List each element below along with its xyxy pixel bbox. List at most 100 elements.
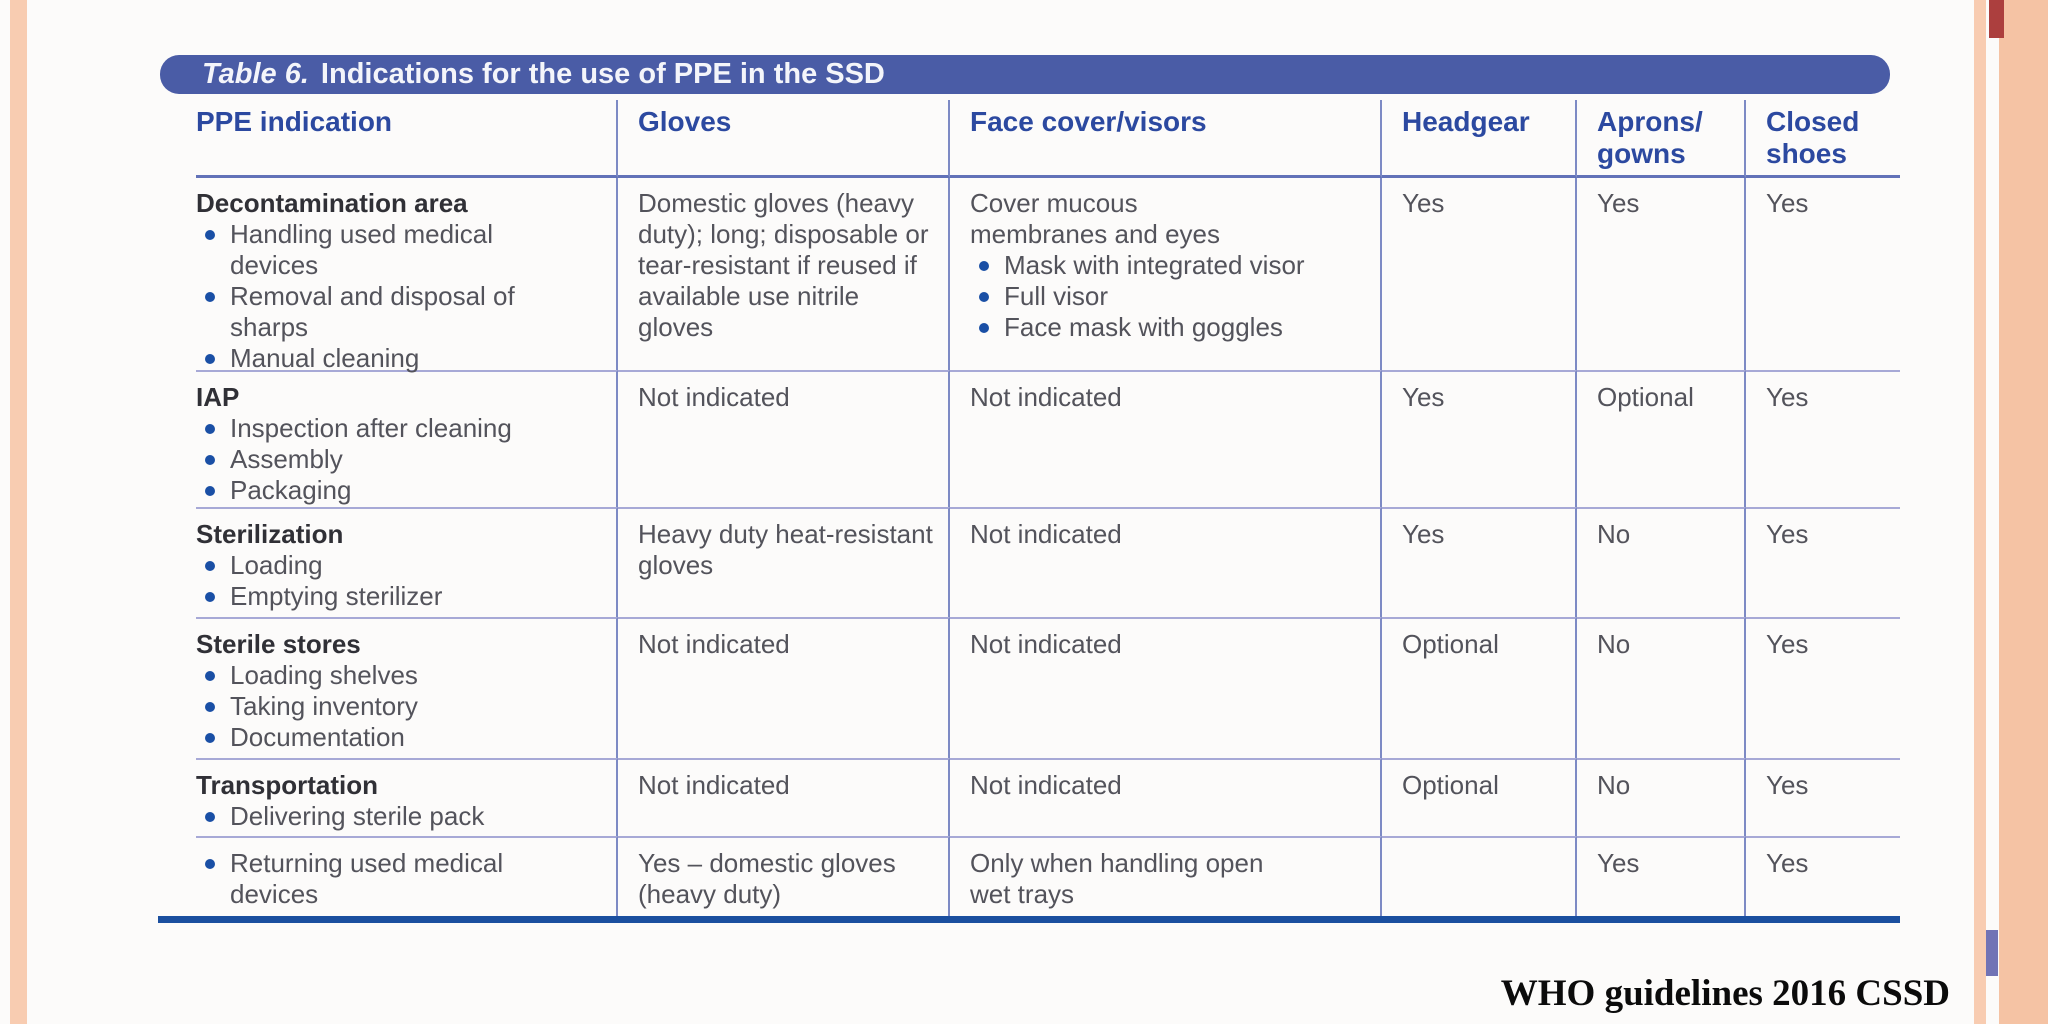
cell-decontamination-headgear: Yes	[1382, 178, 1577, 370]
cell-text: Yes	[1402, 382, 1445, 412]
cell-text: Yes	[1766, 770, 1809, 800]
bullet-item: Full visor	[970, 281, 1372, 312]
bullet-item: Face mask with goggles	[970, 312, 1372, 343]
cell-text: Yes	[1402, 519, 1445, 549]
cell-returning-headgear	[1382, 836, 1577, 919]
cell-sterile-stores-aprons: No	[1577, 617, 1746, 758]
cell-iap-aprons: Optional	[1577, 370, 1746, 507]
bullet-item: Loading shelves	[196, 660, 582, 691]
cell-returning-face: Only when handling open wet trays	[950, 836, 1382, 919]
cell-text: No	[1597, 770, 1631, 800]
cell-sterile-stores-headgear: Optional	[1382, 617, 1577, 758]
right-edge-strip-thin	[1974, 0, 1986, 1024]
cell-text: Optional	[1597, 382, 1694, 412]
column-header-label: Face cover/visors	[970, 106, 1207, 137]
bottom-right-corner-mark	[1986, 930, 1998, 976]
row-title: Transportation	[196, 770, 379, 800]
column-header-face-cover: Face cover/visors	[950, 100, 1382, 178]
table-bottom-rule	[158, 916, 1900, 923]
cell-text: Cover mucous membranes and eyes	[970, 188, 1221, 249]
bullet-item: Manual cleaning	[196, 343, 582, 374]
left-edge-strip	[10, 0, 27, 1024]
cell-text: Optional	[1402, 629, 1499, 659]
bullet-item: Inspection after cleaning	[196, 413, 582, 444]
indication-bullet-list: Loading shelves Taking inventory Documen…	[196, 660, 582, 753]
indication-bullet-list: Delivering sterile pack	[196, 801, 582, 832]
bullet-item: Taking inventory	[196, 691, 582, 722]
cell-transportation-aprons: No	[1577, 758, 1746, 836]
column-header-label: Aprons/	[1597, 106, 1703, 137]
cell-decontamination-indication: Decontamination area Handling used medic…	[196, 178, 618, 373]
column-header-label: Closed	[1766, 106, 1860, 137]
cell-text: Not indicated	[638, 770, 790, 800]
column-header-gloves: Gloves	[618, 100, 950, 178]
column-header-label: PPE indication	[196, 106, 393, 137]
cell-transportation-face: Not indicated	[950, 758, 1382, 836]
cell-text: No	[1597, 519, 1631, 549]
cell-iap-face: Not indicated	[950, 370, 1382, 507]
cell-returning-aprons: Yes	[1577, 836, 1746, 919]
cell-transportation-indication: Transportation Delivering sterile pack	[196, 758, 618, 836]
column-header-closed-shoes: Closed shoes	[1746, 100, 1900, 178]
cell-text: No	[1597, 629, 1631, 659]
bullet-item: Returning used medical devices	[196, 848, 582, 910]
column-header-label: gowns	[1597, 138, 1686, 169]
table-title-prefix: Table 6.	[202, 58, 309, 90]
cell-iap-gloves: Not indicated	[618, 370, 950, 507]
cell-text: Yes	[1766, 848, 1809, 878]
cell-sterilization-aprons: No	[1577, 507, 1746, 617]
cell-text: Yes	[1766, 629, 1809, 659]
column-header-label: Headgear	[1402, 106, 1530, 137]
cell-text: Heavy duty heat-resistant gloves	[638, 519, 933, 580]
cell-returning-shoes: Yes	[1746, 836, 1900, 919]
cell-text: Yes	[1766, 382, 1809, 412]
cell-sterilization-gloves: Heavy duty heat-resistant gloves	[618, 507, 950, 617]
cell-sterilization-shoes: Yes	[1746, 507, 1900, 617]
cell-transportation-headgear: Optional	[1382, 758, 1577, 836]
table-title-bar: Table 6. Indications for the use of PPE i…	[160, 55, 1890, 94]
cell-transportation-gloves: Not indicated	[618, 758, 950, 836]
cell-text: Domestic gloves (heavy duty); long; disp…	[638, 188, 929, 342]
cell-text: Optional	[1402, 770, 1499, 800]
indication-bullet-list: Handling used medical devices Removal an…	[196, 219, 582, 374]
cell-returning-gloves: Yes – domestic gloves (heavy duty)	[618, 836, 950, 919]
cell-text: Yes – domestic gloves (heavy duty)	[638, 848, 896, 909]
cell-transportation-shoes: Yes	[1746, 758, 1900, 836]
bullet-item: Packaging	[196, 475, 582, 506]
cell-decontamination-gloves: Domestic gloves (heavy duty); long; disp…	[618, 178, 950, 370]
cell-iap-indication: IAP Inspection after cleaning Assembly P…	[196, 370, 618, 507]
row-title: Sterile stores	[196, 629, 361, 659]
cell-iap-headgear: Yes	[1382, 370, 1577, 507]
cell-sterilization-indication: Sterilization Loading Emptying sterilize…	[196, 507, 618, 617]
source-credit: WHO guidelines 2016 CSSD	[1500, 973, 1950, 1014]
column-header-ppe-indication: PPE indication	[196, 100, 618, 178]
cell-sterile-stores-shoes: Yes	[1746, 617, 1900, 758]
column-header-label: Gloves	[638, 106, 732, 137]
indication-bullet-list: Loading Emptying sterilizer	[196, 550, 582, 612]
cell-text: Only when handling open wet trays	[970, 848, 1264, 909]
column-header-headgear: Headgear	[1382, 100, 1577, 178]
column-header-label: shoes	[1766, 138, 1847, 169]
row-title: Sterilization	[196, 519, 344, 549]
cell-text: Not indicated	[970, 629, 1122, 659]
cell-decontamination-aprons: Yes	[1577, 178, 1746, 370]
top-right-corner-mark	[1989, 0, 2004, 38]
cell-iap-shoes: Yes	[1746, 370, 1900, 507]
row-title: Decontamination area	[196, 188, 468, 218]
bullet-item: Delivering sterile pack	[196, 801, 582, 832]
cell-text: Not indicated	[638, 629, 790, 659]
face-bullet-list: Mask with integrated visor Full visor Fa…	[970, 250, 1372, 343]
bullet-item: Documentation	[196, 722, 582, 753]
cell-text: Not indicated	[970, 770, 1122, 800]
cell-returning-indication: Returning used medical devices	[196, 836, 618, 919]
cell-text: Not indicated	[970, 382, 1122, 412]
bullet-item: Emptying sterilizer	[196, 581, 582, 612]
cell-text: Yes	[1597, 188, 1640, 218]
cell-sterile-stores-gloves: Not indicated	[618, 617, 950, 758]
bullet-item: Loading	[196, 550, 582, 581]
column-header-aprons-gowns: Aprons/ gowns	[1577, 100, 1746, 178]
bullet-item: Assembly	[196, 444, 582, 475]
cell-sterile-stores-face: Not indicated	[950, 617, 1382, 758]
cell-text: Not indicated	[638, 382, 790, 412]
bullet-item: Handling used medical devices	[196, 219, 582, 281]
